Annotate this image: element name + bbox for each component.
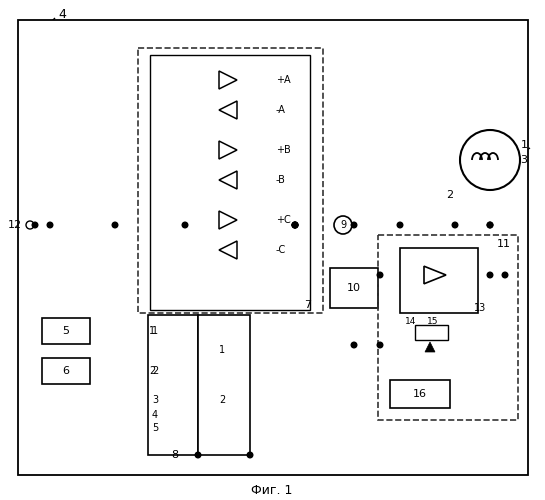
Circle shape [452, 222, 458, 228]
Circle shape [502, 272, 508, 278]
Text: 1: 1 [152, 326, 158, 336]
Text: 2: 2 [152, 366, 158, 376]
Text: 1: 1 [219, 345, 225, 355]
Text: +B: +B [276, 145, 290, 155]
Bar [198, 315, 250, 455]
Circle shape [351, 342, 357, 348]
Circle shape [182, 222, 188, 228]
Circle shape [377, 342, 383, 348]
Text: Фиг. 1: Фиг. 1 [251, 484, 293, 496]
Text: -A: -A [276, 105, 286, 115]
Circle shape [397, 222, 403, 228]
Circle shape [292, 222, 298, 228]
Text: 1: 1 [149, 326, 155, 336]
Bar [150, 55, 310, 310]
Bar [42, 358, 90, 384]
Text: 4: 4 [152, 410, 158, 420]
Text: 8: 8 [172, 450, 179, 460]
Text: -C: -C [276, 245, 286, 255]
Circle shape [487, 272, 493, 278]
Bar [378, 235, 518, 420]
Circle shape [47, 222, 53, 228]
Circle shape [351, 222, 357, 228]
Text: 5: 5 [63, 326, 70, 336]
Circle shape [292, 222, 298, 228]
Text: 13: 13 [474, 303, 486, 313]
Circle shape [195, 452, 201, 458]
Text: 9: 9 [340, 220, 346, 230]
Bar [42, 318, 90, 344]
Text: 14: 14 [405, 318, 416, 326]
Text: 15: 15 [427, 318, 439, 326]
Text: 6: 6 [63, 366, 70, 376]
Text: 2: 2 [219, 395, 225, 405]
Text: 1: 1 [520, 140, 528, 150]
Circle shape [487, 222, 493, 228]
Bar [390, 380, 450, 408]
Text: +C: +C [276, 215, 290, 225]
Circle shape [292, 222, 298, 228]
Bar [148, 315, 198, 455]
Bar [415, 325, 448, 340]
Text: 12: 12 [8, 220, 22, 230]
Circle shape [292, 222, 298, 228]
Text: 7: 7 [305, 300, 312, 310]
Text: 3: 3 [152, 395, 158, 405]
Text: 11: 11 [497, 239, 511, 249]
Text: 4: 4 [58, 8, 66, 20]
Text: 5: 5 [152, 423, 158, 433]
Circle shape [377, 272, 383, 278]
Circle shape [247, 452, 253, 458]
Bar [400, 248, 478, 313]
Text: 3: 3 [520, 155, 528, 165]
Bar [330, 268, 378, 308]
Circle shape [112, 222, 118, 228]
Text: 16: 16 [413, 389, 427, 399]
Text: -B: -B [276, 175, 286, 185]
Circle shape [32, 222, 38, 228]
Text: 2: 2 [446, 190, 453, 200]
Text: 2: 2 [149, 366, 155, 376]
Polygon shape [425, 342, 435, 352]
Circle shape [487, 222, 493, 228]
Text: +A: +A [276, 75, 290, 85]
Bar [138, 48, 323, 313]
Text: 10: 10 [347, 283, 361, 293]
